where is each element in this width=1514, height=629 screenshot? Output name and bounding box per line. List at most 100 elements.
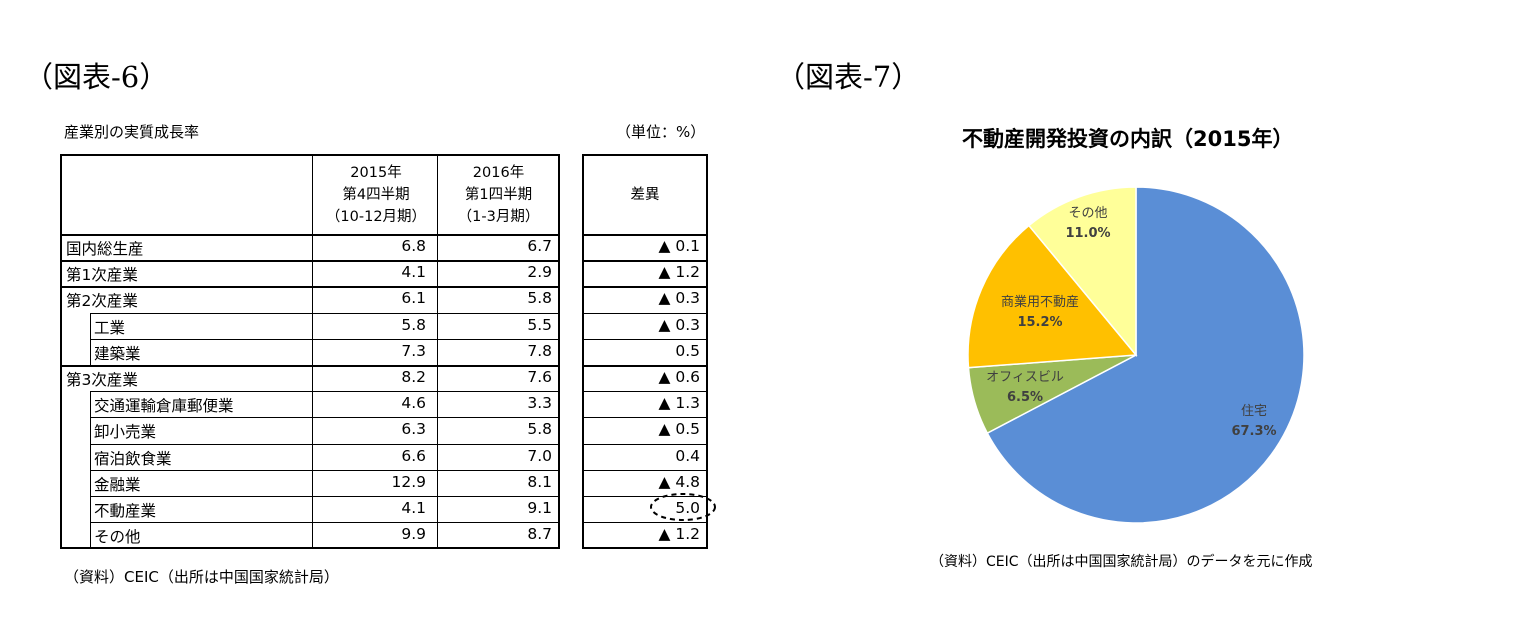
table-row: 第1次産業 4.1 2.9 <box>62 260 558 286</box>
table-header: 2015年 第4四半期 （10-12月期） 2016年 第1四半期 （1-3月期… <box>62 156 558 236</box>
row-divider <box>584 312 706 314</box>
difference-row: ▲ 0.3 <box>584 313 706 339</box>
row-divider <box>584 443 706 445</box>
difference-row: ▲ 0.1 <box>584 234 706 260</box>
row-divider <box>62 286 558 289</box>
difference-row: ▲ 1.3 <box>584 391 706 417</box>
row-divider <box>584 338 706 340</box>
pie-slice <box>967 224 1138 369</box>
row-divider <box>90 522 558 524</box>
table-title: 産業別の実質成長率 <box>64 123 200 141</box>
value-2016q1: 7.6 <box>527 368 552 386</box>
difference-value: ▲ 0.3 <box>658 315 701 334</box>
value-2015q4: 4.1 <box>401 263 426 282</box>
header-2015q4-line2: 第4四半期 <box>342 187 410 203</box>
table-row: その他 9.9 8.7 <box>62 522 558 548</box>
difference-row: ▲ 1.2 <box>584 522 706 548</box>
difference-row: ▲ 1.2 <box>584 260 706 286</box>
column-divider <box>312 156 313 547</box>
slice-value-label: 11.0% <box>1065 226 1110 241</box>
row-divider <box>584 286 706 289</box>
row-divider <box>584 391 706 393</box>
row-label: 建築業 <box>94 344 141 363</box>
value-2016q1: 6.7 <box>527 237 552 255</box>
difference-value: ▲ 0.6 <box>658 368 701 386</box>
value-2016q1: 8.1 <box>527 472 552 491</box>
row-divider <box>90 443 558 445</box>
value-2016q1: 5.8 <box>527 289 552 308</box>
row-label: 工業 <box>94 318 126 337</box>
slice-label: 住宅 <box>1241 404 1267 419</box>
difference-value: ▲ 0.1 <box>658 237 701 255</box>
value-2016q1: 2.9 <box>527 263 552 282</box>
row-divider <box>90 338 558 340</box>
row-divider <box>62 365 558 367</box>
table-unit: （単位：%） <box>616 123 706 141</box>
table-row: 交通運輸倉庫郵便業 4.6 3.3 <box>62 391 558 417</box>
table-row: 金融業 12.9 8.1 <box>62 470 558 496</box>
difference-value: ▲ 4.8 <box>658 472 701 491</box>
row-label: 宿泊飲食業 <box>94 449 172 468</box>
header-2015q4-line3: （10-12月期） <box>325 209 427 225</box>
table-row: 宿泊飲食業 6.6 7.0 <box>62 444 558 470</box>
difference-row: ▲ 4.8 <box>584 470 706 496</box>
slice-value-label: 67.3% <box>1231 424 1276 439</box>
row-divider <box>62 260 558 263</box>
figure7-label: （図表-7） <box>776 60 921 94</box>
indent-guide <box>90 391 91 549</box>
row-divider <box>90 391 558 393</box>
slice-label: オフィスビル <box>986 370 1064 385</box>
pie-chart-source: （資料）CEIC（出所は中国国家統計局）のデータを元に作成 <box>930 554 1313 570</box>
growth-rate-table: 2015年 第4四半期 （10-12月期） 2016年 第1四半期 （1-3月期… <box>60 154 560 549</box>
value-2015q4: 6.1 <box>401 289 426 308</box>
value-2016q1: 8.7 <box>527 525 552 544</box>
table-row: 卸小売業 6.3 5.8 <box>62 417 558 443</box>
pie-slice <box>1027 186 1137 358</box>
table-row: 国内総生産 6.8 6.7 <box>62 234 558 260</box>
slice-label: 商業用不動産 <box>1001 294 1079 310</box>
value-2016q1: 9.1 <box>527 499 552 517</box>
difference-row: ▲ 0.5 <box>584 417 706 443</box>
row-label: 国内総生産 <box>66 240 144 258</box>
value-2016q1: 5.8 <box>527 420 552 439</box>
header-2016q1: 2016年 第1四半期 （1-3月期） <box>439 156 558 234</box>
row-divider <box>90 496 558 497</box>
slice-label: その他 <box>1068 206 1107 221</box>
row-label: 金融業 <box>94 475 141 494</box>
value-2016q1: 7.8 <box>527 341 552 360</box>
difference-value: 0.5 <box>675 341 700 360</box>
value-2015q4: 6.3 <box>401 420 426 439</box>
pie-slice <box>986 186 1305 524</box>
row-label: 卸小売業 <box>94 423 157 442</box>
row-divider <box>584 260 706 263</box>
row-divider <box>90 417 558 419</box>
difference-value: 0.4 <box>675 446 700 465</box>
difference-row: ▲ 0.6 <box>584 365 706 391</box>
header-diff-label: 差異 <box>630 187 660 203</box>
row-divider <box>584 469 706 471</box>
row-label: 不動産業 <box>94 502 157 520</box>
slice-value-label: 15.2% <box>1017 315 1062 330</box>
difference-row: ▲ 0.3 <box>584 286 706 312</box>
header-2016q1-line2: 第1四半期 <box>464 187 533 203</box>
value-2016q1: 5.5 <box>527 315 552 334</box>
row-label: 交通運輸倉庫郵便業 <box>94 397 234 416</box>
difference-header: 差異 <box>584 156 706 236</box>
header-2015q4-line1: 2015年 <box>350 165 402 181</box>
row-label: その他 <box>94 528 141 547</box>
row-divider <box>584 417 706 419</box>
value-2015q4: 9.9 <box>401 525 426 544</box>
value-2015q4: 8.2 <box>401 368 426 386</box>
slice-value-label: 6.5% <box>1007 390 1043 405</box>
table-row: 第3次産業 8.2 7.6 <box>62 365 558 391</box>
column-divider <box>437 156 438 547</box>
indent-guide <box>90 312 91 365</box>
value-2015q4: 6.6 <box>401 446 426 465</box>
value-2015q4: 6.8 <box>401 237 426 255</box>
row-label: 第3次産業 <box>66 371 138 389</box>
row-label: 第2次産業 <box>66 292 138 311</box>
value-2015q4: 4.6 <box>401 394 426 413</box>
row-divider <box>584 522 706 524</box>
table-row: 不動産業 4.1 9.1 <box>62 496 558 522</box>
header-2015q4: 2015年 第4四半期 （10-12月期） <box>314 156 438 234</box>
